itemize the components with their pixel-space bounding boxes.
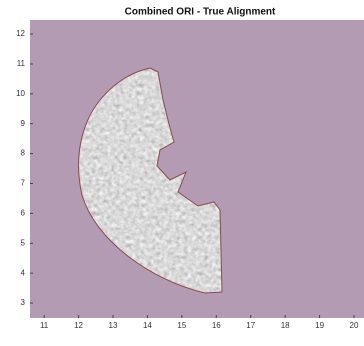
- x-tick-label: 14: [143, 321, 152, 330]
- x-tick-label: 19: [315, 321, 324, 330]
- x-tick-label: 16: [212, 321, 221, 330]
- y-tick-label: 12: [16, 29, 25, 38]
- y-tick-label: 6: [21, 208, 26, 217]
- x-tick-label: 20: [350, 321, 359, 330]
- x-tick-label: 18: [281, 321, 290, 330]
- chart-title: Combined ORI - True Alignment: [125, 7, 276, 18]
- x-tick-label: 12: [74, 321, 83, 330]
- y-tick-label: 4: [21, 268, 26, 277]
- y-tick-label: 11: [17, 59, 26, 68]
- x-tick-label: 13: [109, 321, 118, 330]
- x-tick-label: 11: [40, 321, 49, 330]
- y-tick-label: 9: [21, 119, 26, 128]
- x-tick-label: 15: [177, 321, 186, 330]
- chart: Combined ORI - True Alignment 11 12 13 14 15…: [0, 0, 364, 346]
- y-tick-label: 10: [16, 89, 25, 98]
- y-tick-label: 7: [21, 179, 26, 188]
- y-tick-label: 3: [21, 298, 26, 307]
- y-tick-label: 8: [21, 149, 26, 158]
- x-tick-label: 17: [246, 321, 255, 330]
- y-tick-label: 5: [21, 238, 26, 247]
